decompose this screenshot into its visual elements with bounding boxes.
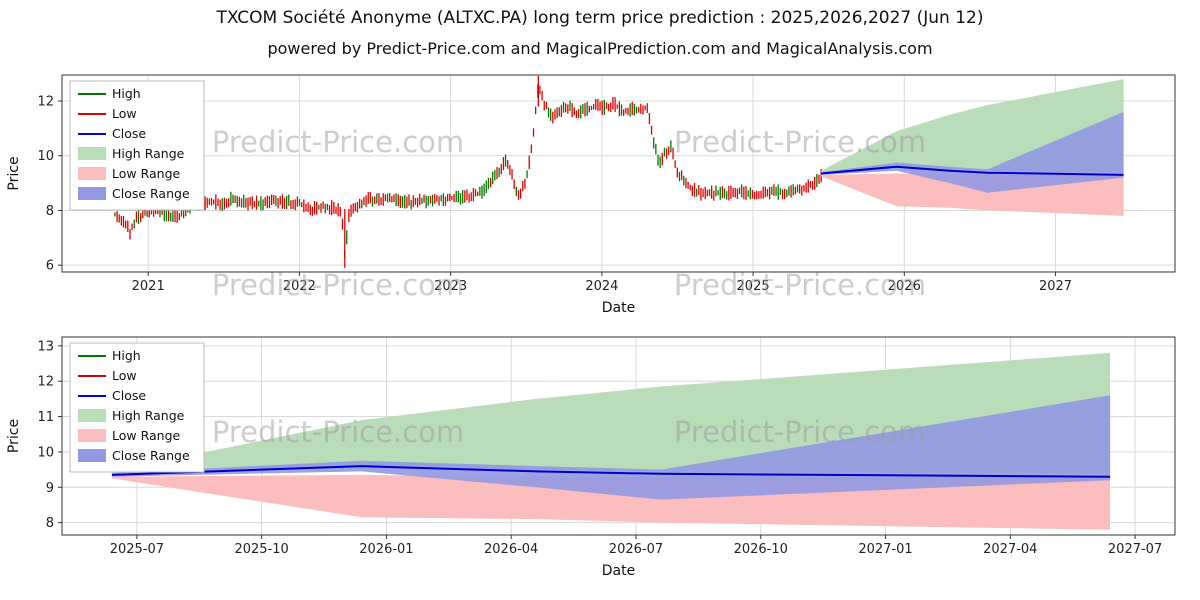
low-range-label: Low Range xyxy=(112,166,181,181)
close-range-label: Close Range xyxy=(112,448,190,463)
legend-item-high: High xyxy=(78,86,141,101)
low-label: Low xyxy=(112,106,137,121)
chart-subtitle: powered by Predict-Price.com and Magical… xyxy=(267,39,933,58)
legend-box xyxy=(69,342,205,473)
y-tick-label: 12 xyxy=(37,375,54,390)
legend-item-close-range: Close Range xyxy=(78,448,190,463)
axis-ticks: 6 8 10 12 2021 2022 2023 2024 2025 2026 2027 xyxy=(37,94,1072,294)
x-tick-label: 2022 xyxy=(283,279,316,294)
watermark-text: Predict-Price.com xyxy=(674,125,926,159)
low-range-swatch-patch xyxy=(78,167,106,180)
y-tick-label: 10 xyxy=(37,445,54,460)
x-tick-label: 2026-07 xyxy=(609,542,663,557)
legend-item-close: Close xyxy=(78,388,146,403)
y-axis-label: Price xyxy=(6,419,22,453)
high-range-swatch-patch xyxy=(78,147,106,160)
x-tick-label: 2025 xyxy=(737,279,770,294)
close-range-label: Close Range xyxy=(112,186,190,201)
high-range-label: High Range xyxy=(112,146,185,161)
plot-frame xyxy=(61,336,1176,536)
close-range-band xyxy=(111,395,1111,500)
y-tick-label: 11 xyxy=(37,410,54,425)
legend: High Low Close High Range Low Range Close Ran… xyxy=(69,80,205,211)
close-range-swatch-patch xyxy=(78,187,106,200)
x-axis-label: Date xyxy=(602,300,635,316)
x-tick-label: 2027-01 xyxy=(858,542,912,557)
legend-item-high-range: High Range xyxy=(78,408,185,423)
axis-ticks: 8 9 10 11 12 13 2025-07 2025-10 2026-01 2026-04 20… xyxy=(37,339,1162,557)
y-tick-label: 8 xyxy=(46,204,54,219)
low-range-swatch-patch xyxy=(78,429,106,442)
legend-item-close: Close xyxy=(78,126,146,141)
x-tick-label: 2021 xyxy=(132,279,165,294)
legend: High Low Close High Range Low Range Close Ran… xyxy=(69,342,205,473)
close-forecast-line xyxy=(821,165,1124,176)
legend-item-low-range: Low Range xyxy=(78,428,181,443)
x-tick-label: 2027-04 xyxy=(983,542,1037,557)
forecast-detail: 8 9 10 11 12 13 2025-07 2025-10 2026-01 2026-04 20… xyxy=(6,336,1176,579)
watermark-text: Predict-Price.com xyxy=(674,268,926,302)
high-label: High xyxy=(112,86,141,101)
high-label: High xyxy=(112,348,141,363)
low-label: Low xyxy=(112,368,137,383)
close-range-band xyxy=(821,111,1124,193)
x-axis-label: Date xyxy=(602,563,635,579)
history-and-forecast: 6 8 10 12 2021 2022 2023 2024 2025 2026 2027 Date Pr… xyxy=(6,74,1176,316)
low-range-label: Low Range xyxy=(112,428,181,443)
x-tick-label: 2026-04 xyxy=(484,542,538,557)
y-tick-label: 9 xyxy=(46,481,54,496)
y-tick-label: 13 xyxy=(37,339,54,354)
high-range-swatch-patch xyxy=(78,409,106,422)
legend-item-high: High xyxy=(78,348,141,363)
legend-item-low: Low xyxy=(78,106,137,121)
y-tick-label: 10 xyxy=(37,149,54,164)
legend-item-low-range: Low Range xyxy=(78,166,181,181)
watermark-text: Predict-Price.com xyxy=(212,125,464,159)
y-tick-label: 8 xyxy=(46,516,54,531)
close-range-swatch-patch xyxy=(78,449,106,462)
y-axis-label: Price xyxy=(6,156,22,190)
x-tick-label: 2027 xyxy=(1039,279,1072,294)
close-label: Close xyxy=(112,126,146,141)
x-tick-label: 2024 xyxy=(585,279,618,294)
y-tick-label: 12 xyxy=(37,94,54,109)
x-tick-label: 2025-07 xyxy=(110,542,164,557)
y-tick-label: 6 xyxy=(46,259,54,274)
watermark-text: Predict-Price.com xyxy=(674,415,926,449)
x-tick-label: 2026-01 xyxy=(359,542,413,557)
watermark-text: Predict-Price.com xyxy=(212,415,464,449)
legend-item-high-range: High Range xyxy=(78,146,185,161)
watermark-text: Predict-Price.com xyxy=(212,268,464,302)
close-label: Close xyxy=(112,388,146,403)
high-range-label: High Range xyxy=(112,408,185,423)
historical-price-bars xyxy=(114,75,822,268)
x-tick-label: 2025-10 xyxy=(234,542,288,557)
legend-item-low: Low xyxy=(78,368,137,383)
legend-item-close-range: Close Range xyxy=(78,186,190,201)
x-tick-label: 2026-10 xyxy=(734,542,788,557)
x-tick-label: 2026 xyxy=(888,279,921,294)
plot-frame xyxy=(61,74,1176,273)
close-forecast-line xyxy=(111,465,1111,478)
x-tick-label: 2023 xyxy=(434,279,467,294)
chart-title: TXCOM Société Anonyme (ALTXC.PA) long te… xyxy=(216,8,984,28)
x-tick-label: 2027-07 xyxy=(1108,542,1162,557)
